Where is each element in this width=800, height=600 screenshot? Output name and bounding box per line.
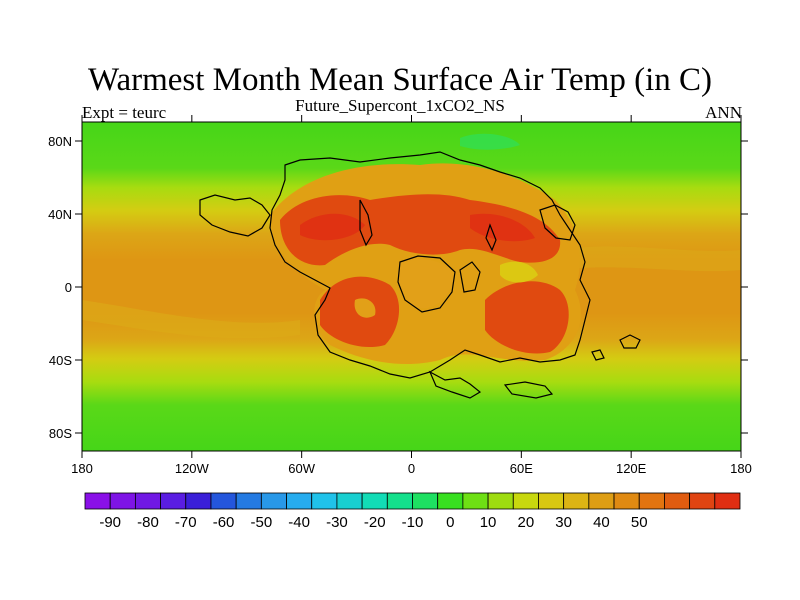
colorbar-swatch xyxy=(588,492,615,510)
colorbar-swatch xyxy=(462,492,489,510)
southern-coast xyxy=(428,370,482,399)
colorbar-swatch xyxy=(638,492,665,510)
x-tick-label: 120W xyxy=(175,461,210,476)
inlet xyxy=(485,223,497,252)
ocean-band xyxy=(560,246,741,272)
y-tick-label: 0 xyxy=(65,280,72,295)
coastline-west xyxy=(199,194,271,237)
coastline-north xyxy=(269,151,591,379)
colorbar-label: -30 xyxy=(326,514,348,531)
colorbar-label: 30 xyxy=(555,514,572,531)
colorbar-swatch xyxy=(160,492,187,510)
chart-title: Warmest Month Mean Surface Air Temp (in … xyxy=(87,62,713,98)
colorbar-label: 0 xyxy=(446,514,454,531)
colorbar-swatch xyxy=(437,492,464,510)
hot-core xyxy=(470,213,535,242)
colorbar-swatch xyxy=(210,492,237,510)
map-field xyxy=(82,122,741,451)
inland-sea xyxy=(459,261,481,293)
y-tick-label: 80N xyxy=(48,134,72,149)
colorbar-swatch xyxy=(361,492,388,510)
coastlines xyxy=(199,151,641,399)
x-tick-label: 60W xyxy=(288,461,315,476)
island xyxy=(591,349,605,361)
colorbar-swatch xyxy=(84,492,111,510)
ocean-band xyxy=(82,300,300,339)
colorbar-swatch xyxy=(286,492,313,510)
inland-sea xyxy=(397,255,456,313)
southern-coast xyxy=(503,381,554,399)
colorbar-label: 50 xyxy=(631,514,648,531)
x-tick-label: 180 xyxy=(730,461,752,476)
experiment-label: Expt = teurc xyxy=(82,103,167,122)
inland-patch xyxy=(500,261,538,283)
colorbar-label: 40 xyxy=(593,514,610,531)
colorbar-swatch xyxy=(311,492,338,510)
colorbar-label: 10 xyxy=(480,514,497,531)
x-tick-label: 60E xyxy=(510,461,533,476)
season-label: ANN xyxy=(705,103,742,122)
colorbar-swatch xyxy=(412,492,439,510)
colorbar-swatch xyxy=(689,492,716,510)
colorbar-label: -40 xyxy=(288,514,310,531)
x-tick-label: 0 xyxy=(408,461,415,476)
x-tick-label: 180 xyxy=(71,461,93,476)
hot-zone xyxy=(485,281,569,354)
colorbar-swatch xyxy=(260,492,287,510)
colorbar-swatch xyxy=(134,492,161,510)
colorbar-swatch xyxy=(185,492,212,510)
colorbar-label: 20 xyxy=(518,514,535,531)
inland-patch xyxy=(354,298,376,318)
colorbar-label: -50 xyxy=(251,514,273,531)
colorbar: -90 -80 -70 -60 -50 -40 -30 -20 -10 0 10 20 30 40 50 xyxy=(84,492,741,531)
colorbar-swatch xyxy=(336,492,363,510)
colorbar-swatch xyxy=(512,492,539,510)
x-tick-label: 120E xyxy=(616,461,647,476)
polar-patch xyxy=(460,133,520,150)
colorbar-swatch xyxy=(487,492,514,510)
colorbar-swatch xyxy=(235,492,262,510)
colorbar-swatch xyxy=(538,492,565,510)
inlet xyxy=(359,199,373,247)
colorbar-swatch xyxy=(613,492,640,510)
inland-patch xyxy=(397,258,455,309)
colorbar-swatch xyxy=(664,492,691,510)
colorbar-label: -70 xyxy=(175,514,197,531)
colorbar-swatch xyxy=(109,492,136,510)
colorbar-label: -60 xyxy=(213,514,235,531)
colorbar-swatch xyxy=(563,492,590,510)
y-tick-label: 40N xyxy=(48,207,72,222)
colorbar-label: -80 xyxy=(137,514,159,531)
coastline-east xyxy=(539,204,576,241)
y-tick-label: 40S xyxy=(49,353,72,368)
colorbar-label: -20 xyxy=(364,514,386,531)
colorbar-label: -90 xyxy=(99,514,121,531)
y-tick-label: 80S xyxy=(49,426,72,441)
colorbar-swatch xyxy=(714,492,741,510)
chart-subtitle: Future_Supercont_1xCO2_NS xyxy=(295,96,505,115)
colorbar-swatch xyxy=(386,492,413,510)
hot-core xyxy=(300,213,365,241)
axis-ticks: 180 120W 60W 0 60E 120E 180 80N 40N 0 40S 80S xyxy=(48,115,752,476)
island xyxy=(619,334,641,349)
colorbar-label: -10 xyxy=(402,514,424,531)
